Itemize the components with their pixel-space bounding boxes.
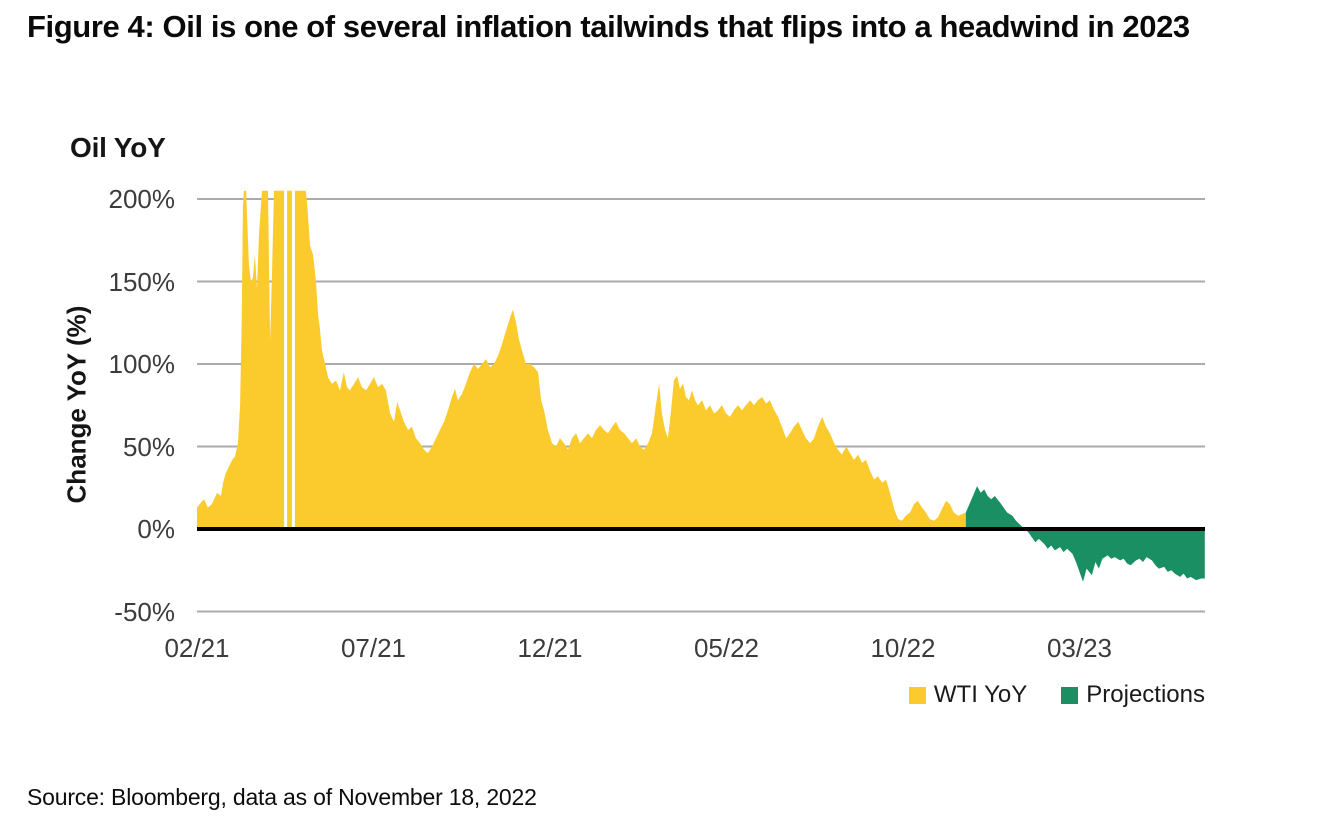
legend: WTI YoY Projections	[908, 681, 1205, 709]
x-tick-label: 12/21	[517, 633, 583, 663]
source-note: Source: Bloomberg, data as of November 1…	[27, 784, 537, 810]
legend-item: Projections	[1061, 681, 1205, 709]
chart-title: Oil YoY	[70, 132, 166, 163]
y-tick-label: 200%	[108, 184, 176, 214]
chart-plot-area	[197, 188, 1205, 613]
y-tick-label: -50%	[114, 596, 175, 627]
x-tick-label: 10/22	[870, 633, 936, 663]
x-tick-label: 05/22	[693, 633, 760, 663]
y-tick-label: 100%	[108, 349, 176, 379]
projections-area	[965, 486, 1205, 582]
y-tick-label: 0%	[137, 514, 175, 544]
figure-title: Figure 4: Oil is one of several inflatio…	[27, 9, 1190, 44]
data-gap-stripe	[284, 188, 288, 528]
legend-item: WTI YoY	[908, 681, 1028, 709]
x-tick-label: 07/21	[340, 633, 407, 663]
legend-label: WTI YoY	[933, 681, 1028, 708]
y-tick-label: 50%	[122, 431, 175, 462]
legend-swatch-projections	[1061, 686, 1079, 704]
data-gap-stripe	[291, 188, 295, 528]
x-tick-label: 02/21	[164, 633, 230, 663]
x-tick-label: 03/23	[1046, 633, 1113, 663]
legend-label: Projections	[1086, 681, 1205, 708]
y-tick-label: 150%	[108, 266, 176, 297]
wti-yoy-area	[197, 190, 966, 530]
legend-swatch-wti-yoy	[908, 686, 926, 704]
